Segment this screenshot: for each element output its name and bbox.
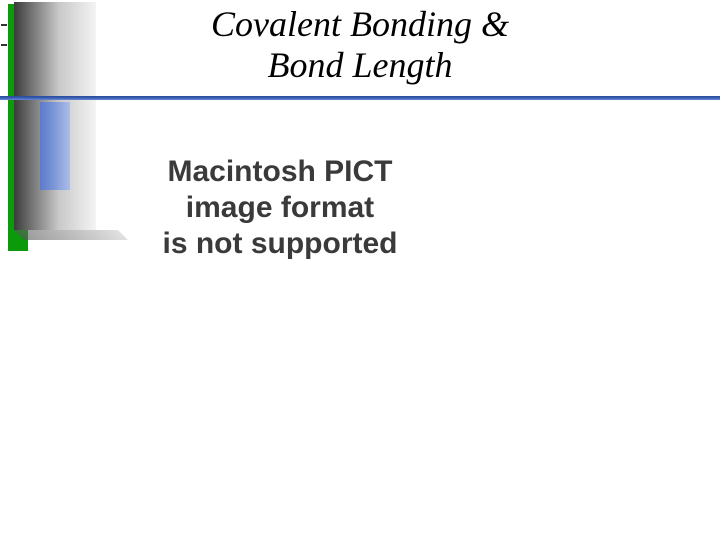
image-error-message: Macintosh PICT image format is not suppo… [80,154,480,262]
title-line-2: Bond Length [268,45,453,85]
title-underline [0,96,720,100]
slide-title: Covalent Bonding & Bond Length [0,4,720,87]
blue-accent-bar [40,102,70,190]
error-line-3: is not supported [163,227,398,260]
error-line-1: Macintosh PICT [167,155,392,188]
error-line-2: image format [186,191,374,224]
title-line-1: Covalent Bonding & [211,4,509,44]
